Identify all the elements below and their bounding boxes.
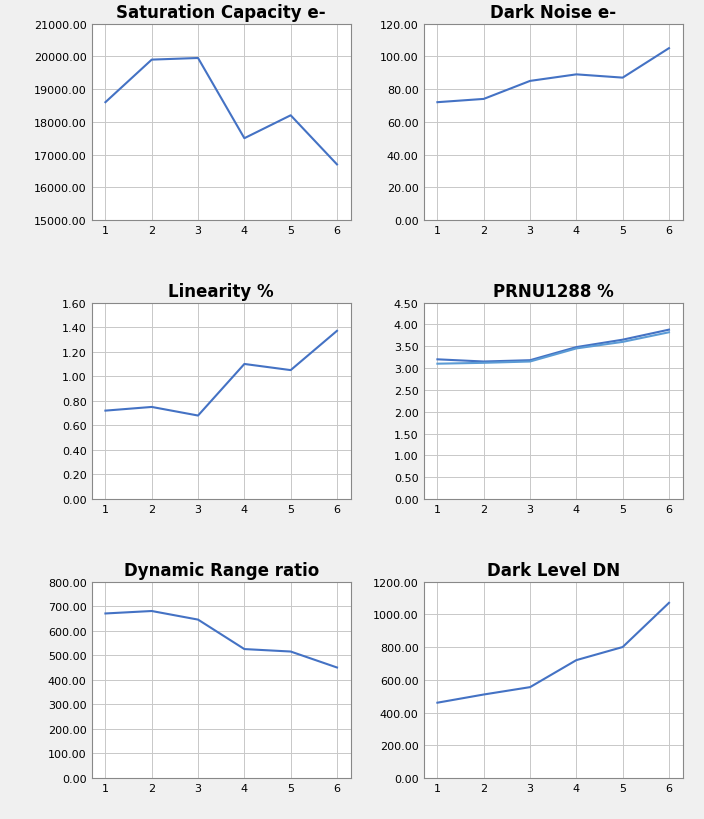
Title: Saturation Capacity e-: Saturation Capacity e- (116, 3, 326, 21)
Title: Dark Level DN: Dark Level DN (486, 561, 620, 579)
Title: Linearity %: Linearity % (168, 283, 274, 301)
Title: Dynamic Range ratio: Dynamic Range ratio (124, 561, 319, 579)
Title: Dark Noise e-: Dark Noise e- (490, 3, 616, 21)
Title: PRNU1288 %: PRNU1288 % (493, 283, 614, 301)
